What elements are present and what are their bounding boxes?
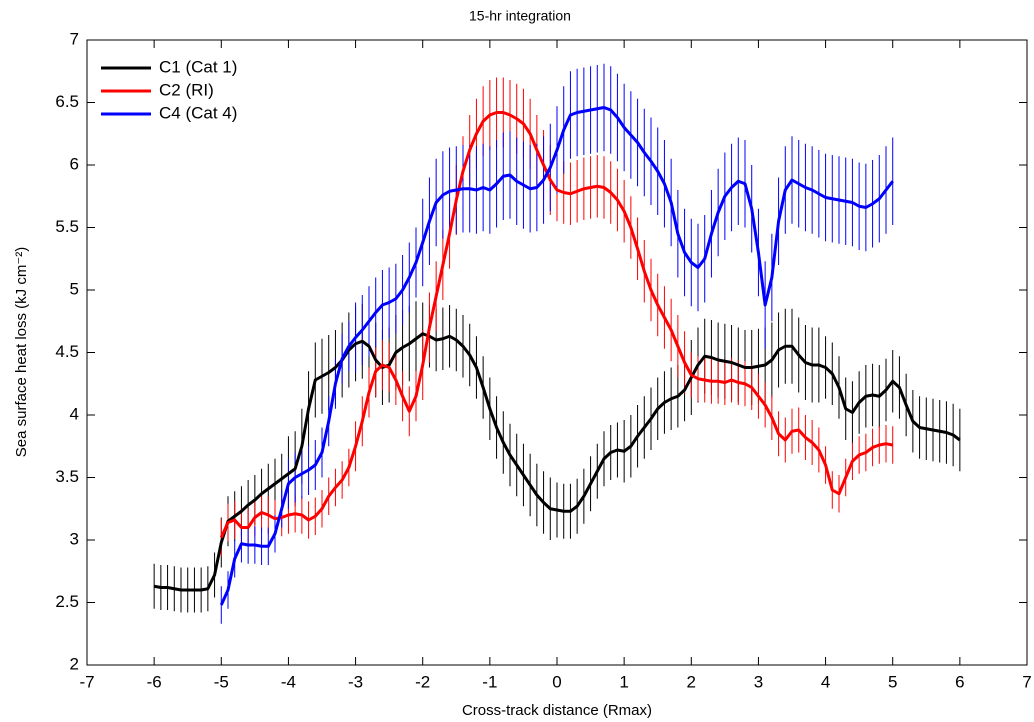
chart-title: 15-hr integration bbox=[469, 8, 571, 24]
x-tick-label: 6 bbox=[955, 672, 964, 691]
y-tick-label: 2.5 bbox=[55, 592, 79, 611]
x-tick-label: 1 bbox=[619, 672, 628, 691]
series-line bbox=[153, 332, 961, 592]
x-tick-label: -4 bbox=[281, 672, 296, 691]
x-tick-label: 4 bbox=[821, 672, 830, 691]
x-tick-label: -3 bbox=[348, 672, 363, 691]
x-tick-label: -7 bbox=[79, 672, 94, 691]
y-tick-label: 6 bbox=[70, 154, 79, 173]
y-tick-label: 2 bbox=[70, 654, 79, 673]
legend-label: C1 (Cat 1) bbox=[159, 57, 237, 76]
x-tick-label: -1 bbox=[482, 672, 497, 691]
y-tick-label: 5.5 bbox=[55, 217, 79, 236]
y-tick-label: 5 bbox=[70, 279, 79, 298]
y-tick-label: 4.5 bbox=[55, 342, 79, 361]
y-tick-label: 3 bbox=[70, 529, 79, 548]
series-line bbox=[219, 111, 893, 539]
x-tick-label: -2 bbox=[415, 672, 430, 691]
y-tick-label: 7 bbox=[70, 29, 79, 48]
x-tick-label: 3 bbox=[754, 672, 763, 691]
x-tick-label: -6 bbox=[147, 672, 162, 691]
y-tick-label: 6.5 bbox=[55, 92, 79, 111]
x-tick-label: 5 bbox=[888, 672, 897, 691]
series-line bbox=[219, 106, 894, 606]
y-tick-label: 4 bbox=[70, 404, 79, 423]
legend-label: C4 (Cat 4) bbox=[159, 103, 237, 122]
y-axis-label: Sea surface heat loss (kJ cm⁻²) bbox=[13, 247, 30, 457]
y-tick-label: 3.5 bbox=[55, 467, 79, 486]
x-tick-label: 7 bbox=[1022, 672, 1031, 691]
x-tick-label: 2 bbox=[687, 672, 696, 691]
legend-label: C2 (RI) bbox=[159, 80, 214, 99]
x-tick-label: 0 bbox=[552, 672, 561, 691]
x-tick-label: -5 bbox=[214, 672, 229, 691]
x-axis-label: Cross-track distance (Rmax) bbox=[462, 702, 652, 719]
